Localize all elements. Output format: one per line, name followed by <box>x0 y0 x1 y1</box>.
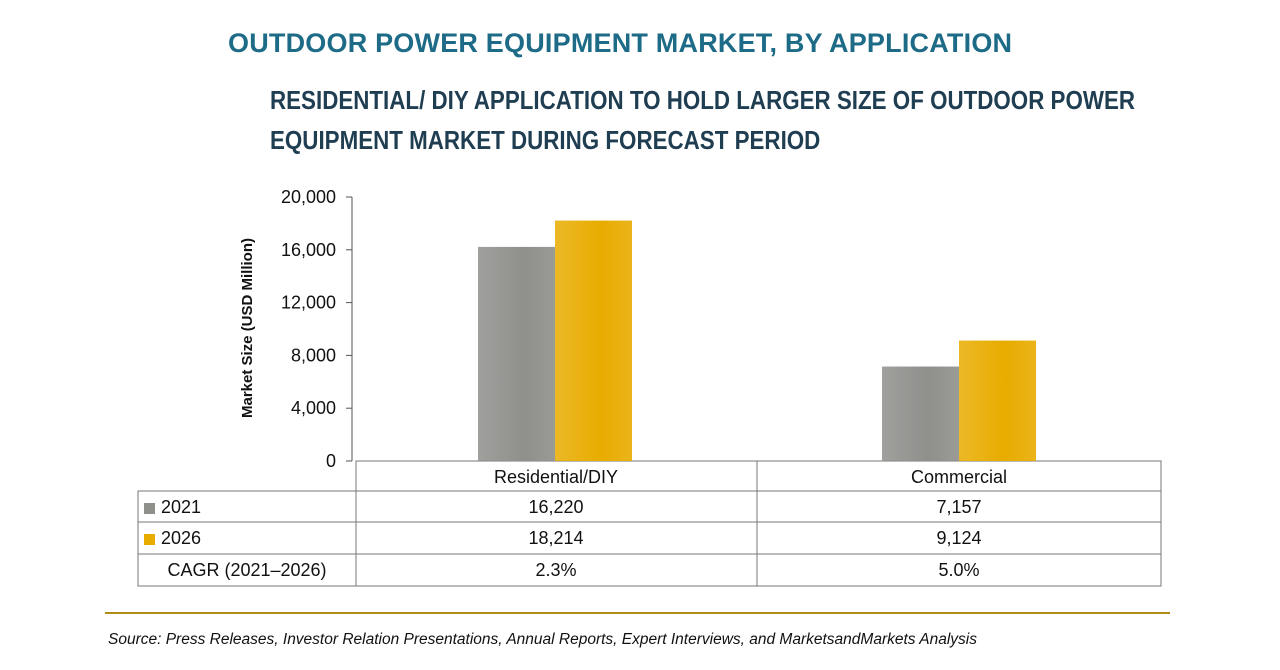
table-header-commercial: Commercial <box>910 467 1007 487</box>
table-cell-2021-commercial: 7,157 <box>936 497 982 517</box>
y-tick-label: 20,000 <box>281 187 336 207</box>
table-row-label-2026: 2026 <box>144 522 344 554</box>
table-cell-cagr-residential: 2.3% <box>535 560 577 580</box>
legend-swatch-2021 <box>144 503 155 514</box>
footer-divider <box>105 612 1170 614</box>
source-note: Source: Press Releases, Investor Relatio… <box>108 631 977 648</box>
bar-2021-residentialdiy <box>478 246 555 461</box>
table-cell-2026-commercial: 9,124 <box>936 528 982 548</box>
table-cell-2026-residential: 18,214 <box>528 528 584 548</box>
bar-2021-commercial <box>882 366 959 461</box>
legend-text-2021: 2021 <box>161 497 202 517</box>
bars-layer <box>478 220 1036 461</box>
subtitle-line-2: EQUIPMENT MARKET DURING FORECAST PERIOD <box>270 125 821 155</box>
chart-title: OUTDOOR POWER EQUIPMENT MARKET, BY APPLI… <box>228 28 1013 58</box>
table-cell-cagr-commercial: 5.0% <box>938 560 980 580</box>
table-row-label-2021: 2021 <box>144 491 344 523</box>
chart-subtitle: RESIDENTIAL/ DIY APPLICATION TO HOLD LAR… <box>270 80 1136 160</box>
y-tick-label: 0 <box>326 451 336 471</box>
table-row-label-cagr: CAGR (2021–2026) <box>167 560 327 580</box>
bar-2026-commercial <box>959 340 1036 461</box>
bar-chart: 0 4,000 8,000 12,000 16,000 20,000 Market Siz… <box>137 187 1162 587</box>
table-body <box>137 490 1162 587</box>
y-tick-label: 16,000 <box>281 240 336 260</box>
y-axis-label: Market Size (USD Million) <box>239 238 256 418</box>
axes-layer: 0 4,000 8,000 12,000 16,000 20,000 <box>137 187 1162 587</box>
legend-text-2026: 2026 <box>161 528 202 548</box>
y-tick-label: 4,000 <box>291 398 336 418</box>
subtitle-line-1: RESIDENTIAL/ DIY APPLICATION TO HOLD LAR… <box>270 85 1136 115</box>
table-header-residential: Residential/DIY <box>493 467 619 487</box>
legend-swatch-2026 <box>144 534 155 545</box>
y-tick-label: 12,000 <box>281 293 336 313</box>
bar-2026-residentialdiy <box>555 220 632 461</box>
y-tick-label: 8,000 <box>291 345 336 365</box>
data-table-grid <box>137 460 1162 587</box>
table-cell-2021-residential: 16,220 <box>528 497 584 517</box>
